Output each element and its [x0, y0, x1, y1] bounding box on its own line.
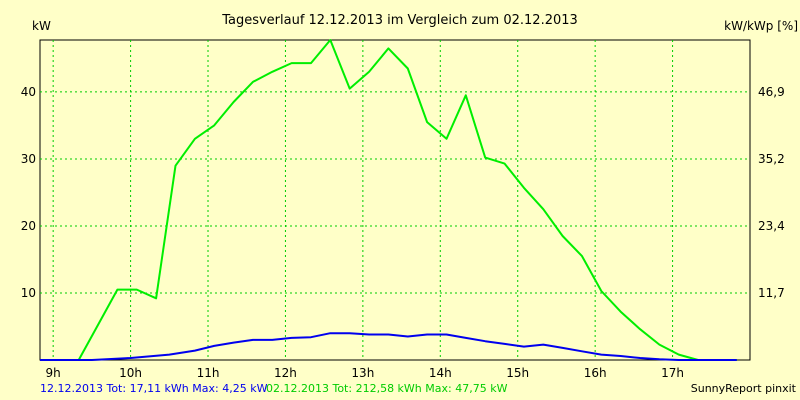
series-line-02.12.2013	[40, 39, 737, 361]
y-axis-left-ticks: 10 20 30 40	[21, 85, 36, 300]
x-tick-label: 17h	[661, 366, 684, 380]
x-tick-label: 12h	[274, 366, 297, 380]
y-tick-label-left: 30	[21, 152, 36, 166]
x-tick-label: 9h	[46, 366, 61, 380]
y-tick-label-left: 40	[21, 85, 36, 99]
footer-stats-blue: 12.12.2013 Tot: 17,11 kWh Max: 4,25 kW	[40, 382, 268, 395]
y-tick-label-right: 35,2	[758, 152, 785, 166]
x-tick-label: 14h	[429, 366, 452, 380]
x-tick-label: 16h	[584, 366, 607, 380]
y-axis-right-ticks: 11,7 23,4 35,2 46,9	[758, 85, 785, 300]
grid-lines	[40, 40, 750, 360]
y-axis-right-label: kW/kWp [%]	[724, 19, 798, 33]
y-axis-left-label: kW	[32, 19, 51, 33]
footer-stats-green: 02.12.2013 Tot: 212,58 kWh Max: 47,75 kW	[266, 382, 508, 395]
x-tick-label: 13h	[351, 366, 374, 380]
series-lines	[40, 39, 737, 361]
x-axis-ticks: 9h 10h 11h 12h 13h 14h 15h 16h 17h	[46, 366, 684, 380]
series-line-12.12.2013	[40, 332, 737, 361]
plot-area	[39, 39, 751, 361]
y-tick-label-right: 23,4	[758, 219, 785, 233]
x-tick-label: 15h	[506, 366, 529, 380]
y-tick-label-left: 20	[21, 219, 36, 233]
x-tick-label: 10h	[119, 366, 142, 380]
x-tick-label: 11h	[197, 366, 220, 380]
y-tick-label-right: 11,7	[758, 286, 785, 300]
y-tick-label-right: 46,9	[758, 85, 785, 99]
y-tick-label-left: 10	[21, 286, 36, 300]
chart-title: Tagesverlauf 12.12.2013 im Vergleich zum…	[221, 13, 578, 28]
footer-credit: SunnyReport pinxit	[691, 382, 797, 395]
